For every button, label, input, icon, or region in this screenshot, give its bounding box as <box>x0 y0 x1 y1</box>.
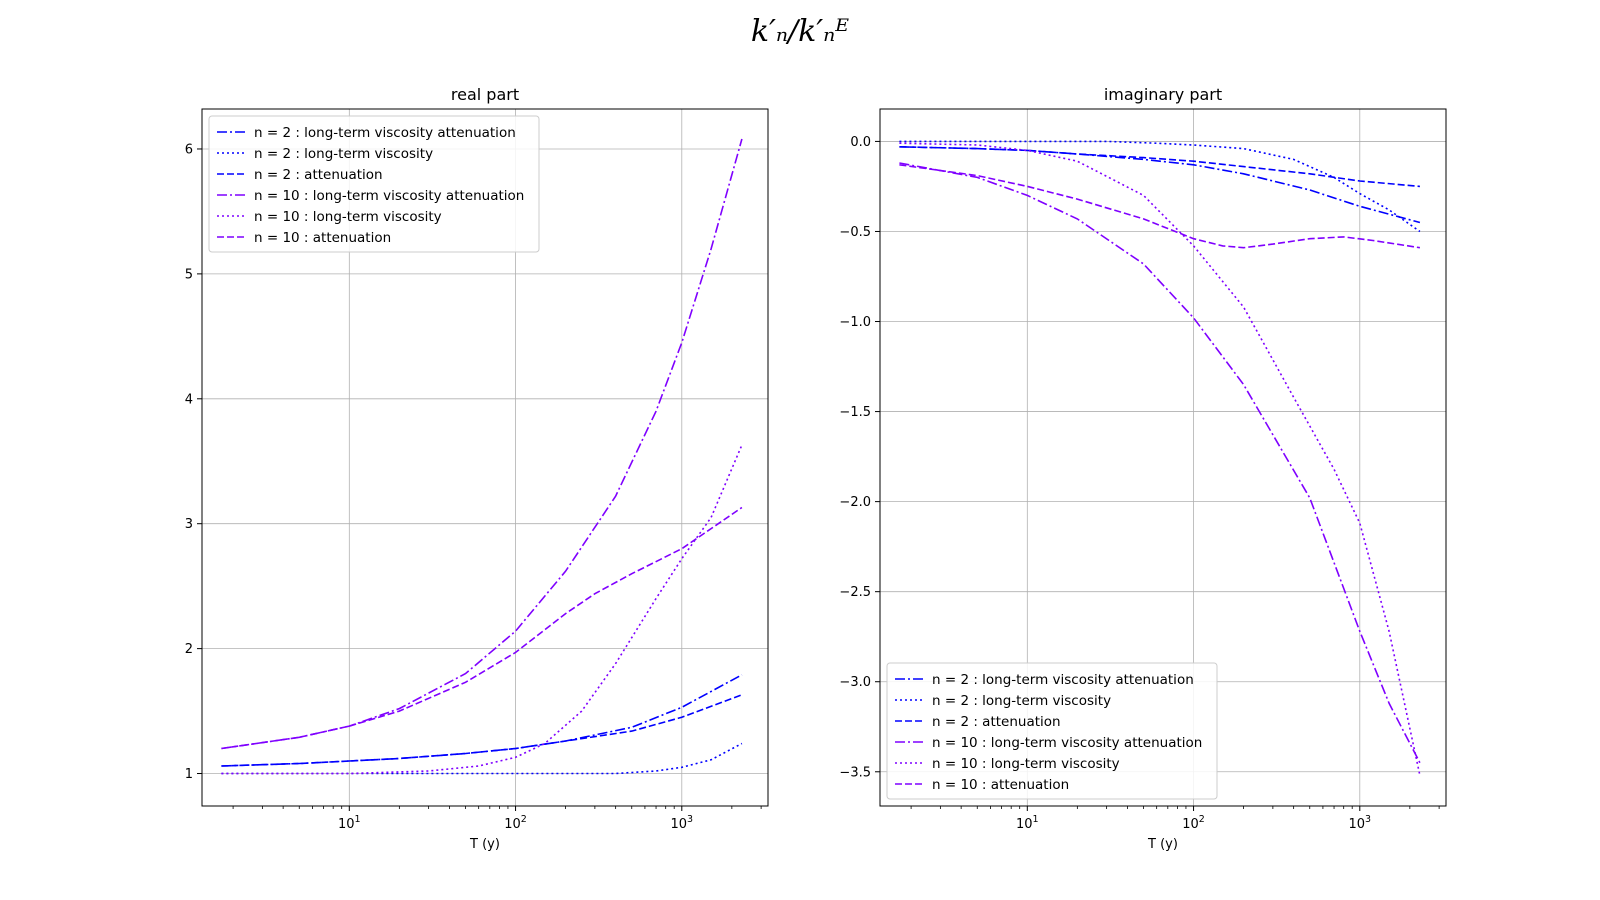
axes-title: real part <box>451 85 519 104</box>
series-line <box>221 506 743 750</box>
legend-entry: n = 10 : long-term viscosity attenuation <box>254 188 524 204</box>
x-axis-label: T (y) <box>469 837 500 852</box>
y-tick-label: 3 <box>185 517 193 532</box>
x-tick-label: 101 <box>338 814 361 832</box>
y-tick-label: 4 <box>185 392 193 407</box>
y-tick-label: 5 <box>185 267 193 282</box>
series-line <box>221 694 743 767</box>
series-line <box>221 674 743 767</box>
legend-entry: n = 10 : attenuation <box>254 230 391 246</box>
series-lines <box>221 138 743 775</box>
legend-entry: n = 10 : long-term viscosity <box>254 209 442 225</box>
series-line <box>221 444 743 775</box>
axes-frame <box>201 108 769 807</box>
y-tick-label: 2 <box>185 642 193 657</box>
figure-suptitle: k′ₙ/k′ₙᴱ <box>750 14 850 49</box>
legend-entry: n = 2 : long-term viscosity attenuation <box>254 125 516 141</box>
series-line <box>221 742 743 775</box>
y-tick-label: 1 <box>185 767 193 782</box>
legend-entry: n = 2 : long-term viscosity <box>254 146 433 162</box>
legend-entry: n = 2 : attenuation <box>254 167 383 183</box>
x-tick-label: 102 <box>504 814 527 832</box>
y-tick-label: 6 <box>185 142 193 157</box>
legend-box <box>208 115 540 253</box>
x-tick-label: 103 <box>671 814 694 832</box>
legend: n = 2 : long-term viscosity attenuation n… <box>208 115 540 253</box>
